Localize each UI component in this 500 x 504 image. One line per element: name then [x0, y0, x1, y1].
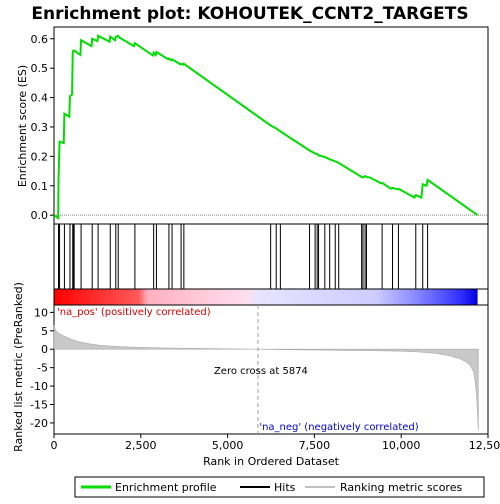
es-y-axis: 0.0 0.1 0.2 0.3 0.4 0.5 0.6 [31, 33, 55, 222]
legend-label-enrichment-profile: Enrichment profile [115, 481, 217, 494]
metric-y-axis-label: Ranked list metric (PreRanked) [12, 282, 25, 452]
x-tick-label: 0 [51, 439, 58, 452]
es-y-tick-label: 0.4 [31, 92, 49, 105]
positive-correlation-label: 'na_pos' (positively correlated) [57, 307, 211, 318]
es-y-axis-label: Enrichment score (ES) [16, 65, 29, 187]
x-tick-label: 10,000 [382, 439, 421, 452]
x-tick-label: 2,500 [125, 439, 157, 452]
metric-y-tick-label: 10 [34, 306, 48, 319]
es-y-tick-label: 0.3 [31, 121, 49, 134]
metric-y-tick-label: -15 [30, 399, 48, 412]
x-axis: 0 2,500 5,000 7,500 10,000 12,500 [51, 434, 500, 452]
x-tick-label: 12,500 [469, 439, 500, 452]
metric-y-tick-label: -20 [30, 417, 48, 430]
metric-y-tick-label: 0 [41, 343, 48, 356]
es-y-tick-label: 0.0 [31, 209, 49, 222]
legend-label-hits: Hits [274, 481, 296, 494]
es-y-tick-label: 0.5 [31, 62, 49, 75]
x-tick-label: 7,500 [299, 439, 331, 452]
chart-title: Enrichment plot: KOHOUTEK_CCNT2_TARGETS [31, 4, 468, 24]
metric-y-axis: 10 5 0 -5 -10 -15 -20 [30, 306, 54, 430]
legend: Enrichment profile Hits Ranking metric s… [75, 477, 484, 497]
metric-y-tick-label: 5 [41, 325, 48, 338]
rank-color-bar [54, 289, 478, 305]
zero-cross-label: Zero cross at 5874 [214, 366, 308, 377]
es-y-tick-label: 0.6 [31, 33, 49, 46]
x-tick-label: 5,000 [212, 439, 244, 452]
metric-y-tick-label: -5 [37, 362, 48, 375]
x-axis-label: Rank in Ordered Dataset [203, 455, 340, 468]
legend-label-ranking-metric: Ranking metric scores [340, 481, 462, 494]
negative-correlation-label: 'na_neg' (negatively correlated) [259, 422, 418, 433]
es-y-tick-label: 0.1 [31, 180, 49, 193]
es-y-tick-label: 0.2 [31, 150, 49, 163]
metric-y-tick-label: -10 [30, 380, 48, 393]
